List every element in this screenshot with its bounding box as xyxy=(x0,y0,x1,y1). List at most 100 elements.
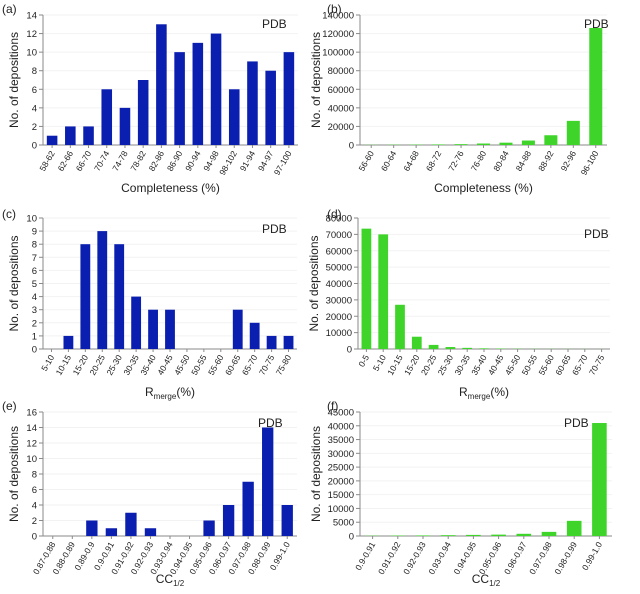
bar xyxy=(589,28,603,145)
x-tick-label: 80-84 xyxy=(491,149,511,173)
x-tick-label: 15-20 xyxy=(71,353,91,377)
bar xyxy=(80,244,91,349)
bar xyxy=(454,144,468,145)
y-tick-label: 40000 xyxy=(326,279,352,290)
bar xyxy=(462,347,473,349)
x-axis-title: CC1/2 xyxy=(472,572,501,588)
panel-label: (a) xyxy=(2,2,17,16)
bar xyxy=(479,348,489,349)
y-tick-label: 25000 xyxy=(328,463,354,474)
x-tick-label: 56-60 xyxy=(356,149,376,173)
y-tick-label: 80000 xyxy=(326,214,352,225)
y-tick-label: 12 xyxy=(26,439,37,450)
bar xyxy=(247,61,258,145)
y-tick-label: 9 xyxy=(32,227,37,238)
y-axis-title: No. of depositions xyxy=(309,32,323,128)
x-tick-label: 35-40 xyxy=(469,353,489,377)
x-tick-label: 82-86 xyxy=(147,149,167,173)
x-tick-label: 97-100 xyxy=(272,149,294,177)
y-tick-label: 3 xyxy=(32,305,37,316)
bar xyxy=(97,231,108,349)
y-tick-label: 6 xyxy=(32,485,37,496)
bar xyxy=(65,126,76,145)
bar xyxy=(283,52,295,146)
y-tick-label: 8 xyxy=(32,470,37,481)
x-tick-label: 0.95-0.96 xyxy=(477,540,504,576)
bar xyxy=(521,140,535,145)
bar xyxy=(283,335,294,349)
x-tick-label: 78-82 xyxy=(128,149,148,173)
panel-label: (e) xyxy=(2,399,17,413)
chart-c: 0123456789105-1010-1515-2020-2525-3030-3… xyxy=(2,207,297,401)
x-tick-label: 66-70 xyxy=(74,149,94,173)
x-tick-label: 96-100 xyxy=(579,149,601,177)
y-tick-label: 35000 xyxy=(328,435,354,446)
y-tick-label: 6 xyxy=(32,85,37,96)
bar xyxy=(262,427,274,536)
x-tick-label: 0.94-0.95 xyxy=(452,540,479,576)
y-tick-label: 0 xyxy=(349,141,354,152)
x-tick-label: 10-15 xyxy=(54,353,74,377)
bar xyxy=(165,309,175,349)
bar xyxy=(101,89,113,145)
y-tick-label: 10 xyxy=(26,48,37,59)
x-tick-label: 65-70 xyxy=(570,353,590,377)
x-tick-label: 84-88 xyxy=(514,149,534,173)
x-tick-label: 50-55 xyxy=(189,353,209,377)
y-tick-label: 40000 xyxy=(328,421,354,432)
x-tick-label: 58-62 xyxy=(37,149,57,173)
x-tick-label: 25-30 xyxy=(104,353,124,377)
y-tick-label: 30000 xyxy=(326,295,352,306)
x-tick-label: 88-92 xyxy=(536,149,556,173)
x-tick-label: 45-50 xyxy=(503,353,523,377)
bar xyxy=(432,144,446,145)
x-tick-label: 30-35 xyxy=(452,353,472,377)
x-tick-label: 35-40 xyxy=(138,353,158,377)
x-tick-label: 0-5 xyxy=(356,353,371,369)
y-tick-label: 60000 xyxy=(326,246,352,257)
x-tick-label: 65-70 xyxy=(240,353,260,377)
x-tick-label: 0.93-0.94 xyxy=(426,540,453,576)
x-tick-label: 45-50 xyxy=(172,353,192,377)
x-tick-label: 72-76 xyxy=(446,149,466,173)
bar xyxy=(592,423,607,536)
y-tick-label: 50000 xyxy=(326,263,352,274)
y-tick-label: 20000 xyxy=(328,476,354,487)
y-tick-label: 4 xyxy=(32,501,37,512)
bar xyxy=(361,228,372,349)
bar xyxy=(249,322,260,349)
bar xyxy=(119,107,131,145)
y-tick-label: 45000 xyxy=(328,408,354,419)
x-tick-label: 20-25 xyxy=(419,353,439,377)
y-tick-label: 0 xyxy=(32,141,37,152)
x-tick-label: 64-68 xyxy=(401,149,421,173)
x-tick-label: 98-102 xyxy=(217,149,239,177)
x-tick-label: 0.91-0.92 xyxy=(376,540,403,576)
panel-label: (c) xyxy=(2,207,16,221)
y-tick-label: 10 xyxy=(26,214,37,225)
bar xyxy=(541,531,557,536)
x-tick-label: 40-45 xyxy=(486,353,506,377)
x-tick-label: 75-80 xyxy=(274,353,294,377)
y-tick-label: 2 xyxy=(32,516,37,527)
x-tick-label: 55-60 xyxy=(536,353,556,377)
x-tick-label: 0.96-0.97 xyxy=(502,540,529,576)
y-tick-label: 20000 xyxy=(328,122,354,133)
y-tick-label: 16 xyxy=(26,408,37,419)
x-tick-label: 90-94 xyxy=(183,149,203,173)
y-tick-label: 5000 xyxy=(333,518,354,529)
bar xyxy=(440,535,456,536)
y-tick-label: 0 xyxy=(347,345,352,356)
y-tick-label: 100000 xyxy=(322,48,354,59)
bar xyxy=(228,89,240,145)
bar xyxy=(491,534,506,536)
x-axis-title: Completeness (%) xyxy=(434,181,533,195)
chart-d: 0 10000 20000 30000 40000 50000 60000 70000 8000… xyxy=(307,207,610,401)
x-tick-label: 55-60 xyxy=(206,353,226,377)
bar xyxy=(445,347,456,349)
x-tick-label: 68-72 xyxy=(424,149,444,173)
bar xyxy=(144,528,157,536)
bar xyxy=(516,533,532,536)
legend-label: PDB xyxy=(258,416,283,430)
